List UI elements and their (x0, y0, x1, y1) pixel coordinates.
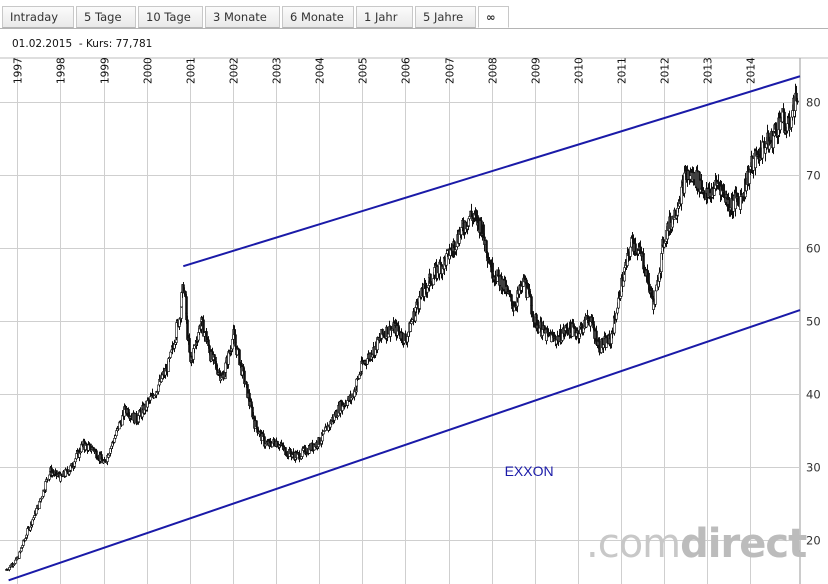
x-tick-label: 2012 (660, 57, 672, 84)
chart-annotation-exxon: EXXON (505, 463, 554, 479)
y-tick-label: 20 (806, 534, 821, 548)
chart-labels: EXXON (505, 463, 554, 479)
comdirect-logo: .comdirect (586, 521, 807, 567)
tab-bar-divider (0, 28, 828, 29)
candle-body (634, 243, 637, 253)
candle-body (629, 246, 632, 257)
y-tick-label: 80 (806, 96, 821, 110)
candle-body (87, 444, 90, 451)
candle-body (180, 306, 183, 319)
price-info: 01.02.2015 - Kurs: 77,781 (12, 38, 152, 50)
chart-trendlines (8, 75, 801, 582)
chart-bars (5, 83, 799, 572)
candle-body (188, 338, 191, 353)
candle-body (772, 135, 775, 149)
x-tick-label: 2006 (401, 57, 413, 84)
candle-body (245, 381, 248, 385)
candle-body (497, 269, 500, 276)
candle-body (213, 354, 216, 358)
chart-grid (0, 57, 828, 584)
candle-body (796, 100, 799, 103)
tab-5-jahre[interactable]: 5 Jahre (415, 6, 476, 28)
x-tick-label: 2009 (531, 57, 543, 84)
x-tick-label: 1998 (56, 57, 68, 84)
x-tick-label: 2007 (445, 57, 457, 84)
tab-3-monate[interactable]: 3 Monate (205, 6, 280, 28)
tab-5-tage[interactable]: 5 Tage (76, 6, 136, 28)
x-tick-label: 2010 (574, 57, 586, 84)
candle-body (135, 413, 138, 423)
x-tick-label: 2002 (229, 57, 241, 84)
upper-trendline (182, 75, 801, 268)
y-tick-label: 70 (806, 169, 821, 183)
candle-body (175, 322, 178, 338)
candle-body (654, 290, 657, 305)
chart-ticks: 1997 1998 1999 2000 2001 2002 2003 2004 2005 2006… (13, 57, 821, 548)
candle-body (510, 294, 513, 302)
x-tick-label: 2008 (488, 57, 500, 84)
tab-intraday[interactable]: Intraday (2, 6, 74, 28)
candle-body (14, 559, 17, 564)
x-tick-label: 2011 (617, 57, 629, 84)
y-tick-label: 40 (806, 388, 821, 402)
candle-body (739, 196, 742, 210)
lower-trendline (8, 309, 801, 582)
tab-6-monate[interactable]: 6 Monate (282, 6, 354, 28)
x-tick-label: 2000 (143, 57, 155, 84)
info-kurs-value: 77,781 (115, 38, 153, 50)
y-tick-label: 30 (806, 461, 821, 475)
candle-body (224, 362, 227, 373)
tab-max[interactable]: ∞ (478, 6, 509, 28)
info-kurs-label: - Kurs: (78, 38, 113, 50)
y-tick-label: 50 (806, 315, 821, 329)
x-tick-label: 2013 (703, 57, 715, 84)
candle-body (35, 508, 38, 515)
candle-body (169, 351, 172, 358)
x-tick-label: 2014 (746, 57, 758, 84)
tab-1-jahr[interactable]: 1 Jahr (356, 6, 413, 28)
x-tick-label: 2001 (186, 57, 198, 84)
x-tick-label: 1999 (100, 57, 112, 84)
candle-body (20, 548, 23, 552)
x-tick-label: 2003 (272, 57, 284, 84)
candle-body (33, 515, 36, 518)
candle-body (255, 420, 258, 428)
period-tab-bar: Intraday 5 Tage 10 Tage 3 Monate 6 Monat… (0, 0, 828, 30)
x-tick-label: 2005 (358, 57, 370, 84)
x-tick-label: 2004 (315, 57, 327, 84)
tab-10-tage[interactable]: 10 Tage (138, 6, 203, 28)
candle-body (44, 481, 47, 491)
x-tick-label: 1997 (13, 57, 25, 84)
candle-body (485, 240, 488, 253)
y-tick-label: 60 (806, 242, 821, 256)
candle-body (234, 341, 237, 347)
info-date: 01.02.2015 (12, 38, 73, 50)
